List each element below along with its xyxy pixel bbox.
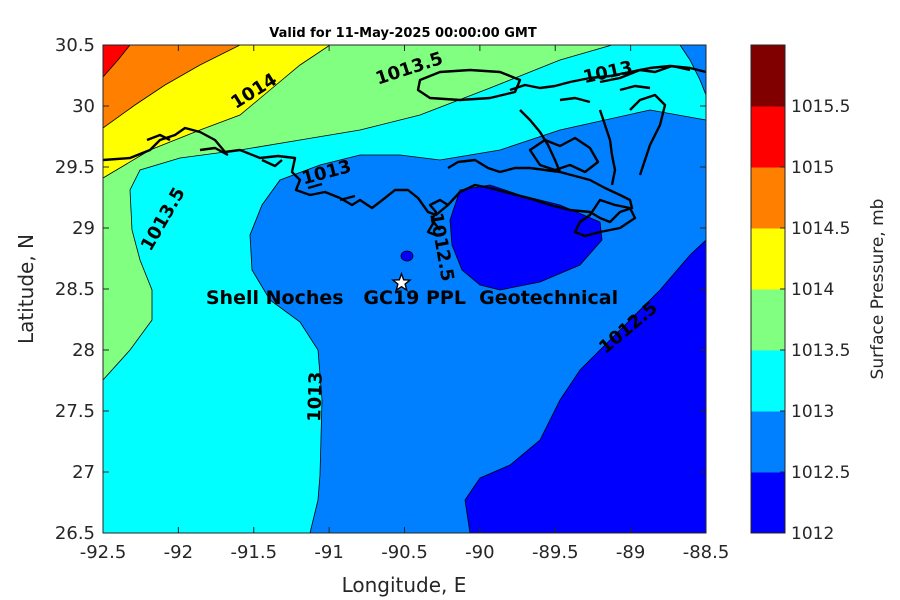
colorbar-swatch <box>751 411 785 473</box>
colorbar-swatch <box>751 106 785 168</box>
band-1012-1012-5-spot <box>401 251 413 261</box>
chart-title: Valid for 11-May-2025 00:00:00 GMT <box>269 26 537 41</box>
contour-label: 1013 <box>304 371 327 422</box>
site-annotation: Shell Noches GC19 PPL Geotechnical <box>206 287 618 309</box>
y-axis-label: Latitude, N <box>14 234 38 344</box>
colorbar-tick-label: 1014 <box>791 280 834 300</box>
contour-line-1015 <box>103 45 131 78</box>
band-1013-5-1014 <box>103 45 612 380</box>
colorbar-swatch <box>751 472 785 534</box>
y-tick-label: 30.5 <box>55 35 95 56</box>
coastline-marsh <box>528 136 637 238</box>
colorbar-swatch <box>751 289 785 351</box>
band-1012-1012-5-low <box>450 185 602 290</box>
contour-line-1012-5-se <box>464 239 706 533</box>
colorbar-tick-label: 1013.5 <box>791 341 850 361</box>
colorbar-tick-label: 1012.5 <box>791 463 850 483</box>
colorbar-tick-label: 1013 <box>791 402 834 422</box>
x-tick-label: -88.5 <box>683 542 730 563</box>
y-tick-label: 28.5 <box>55 279 95 300</box>
y-axis: 30.5 30 29.5 29 28.5 28 27.5 27 26.5 <box>55 35 706 544</box>
y-tick-label: 27 <box>72 462 95 483</box>
x-axis-label: Longitude, E <box>342 573 467 597</box>
colorbar-tick-label: 1015.5 <box>791 97 850 117</box>
coastline <box>103 64 706 238</box>
colorbar-label: Surface Pressure, mb <box>868 199 888 380</box>
x-tick-label: -91 <box>314 542 343 563</box>
contour-lines <box>103 45 706 533</box>
x-tick-label: -92 <box>164 542 193 563</box>
contour-line-1013-5 <box>103 45 613 381</box>
colorbar-tick-label: 1012 <box>791 524 834 544</box>
colorbar-tick-label: 1014.5 <box>791 219 850 239</box>
colorbar-swatch <box>751 228 785 290</box>
contour-line-1014-5 <box>103 45 241 129</box>
colorbar-swatch <box>751 350 785 412</box>
y-tick-label: 29 <box>72 218 95 239</box>
y-tick-label: 30 <box>72 96 95 117</box>
x-tick-label: -91.5 <box>230 542 277 563</box>
band-1013-1013-5 <box>103 45 706 533</box>
coastline-delta <box>426 198 449 238</box>
coastline-lake-pontchartrain <box>416 68 522 102</box>
colorbar-swatch <box>751 167 785 229</box>
x-tick-label: -92.5 <box>80 542 127 563</box>
y-tick-label: 28 <box>72 340 95 361</box>
y-tick-label: 29.5 <box>55 157 95 178</box>
coastline-mainland <box>103 126 634 224</box>
colorbar-tick-label: 1015 <box>791 158 834 178</box>
y-tick-label: 26.5 <box>55 523 95 544</box>
x-tick-label: -89 <box>616 542 645 563</box>
site-star-icon <box>391 271 412 292</box>
coastline-chandeleur <box>519 93 667 186</box>
y-tick-label: 27.5 <box>55 401 95 422</box>
colorbar-swatch <box>751 45 785 107</box>
band-1012-1012-5-se <box>465 240 706 533</box>
band-1014-5-1015 <box>103 45 240 128</box>
x-tick-label: -90.5 <box>381 542 428 563</box>
x-tick-label: -90 <box>465 542 494 563</box>
coastline-islands <box>559 64 691 104</box>
x-axis: -92.5 -92 -91.5 -91 -90.5 -90 -89.5 -89 -88.5 <box>80 45 730 563</box>
colorbar: 1015.5 1015 1014.5 1014 1013.5 1013 1012.5 1012 <box>750 44 850 544</box>
contour-line-1012-5-spot <box>400 250 414 262</box>
coastline-bays <box>146 133 356 202</box>
x-tick-label: -89.5 <box>532 542 579 563</box>
